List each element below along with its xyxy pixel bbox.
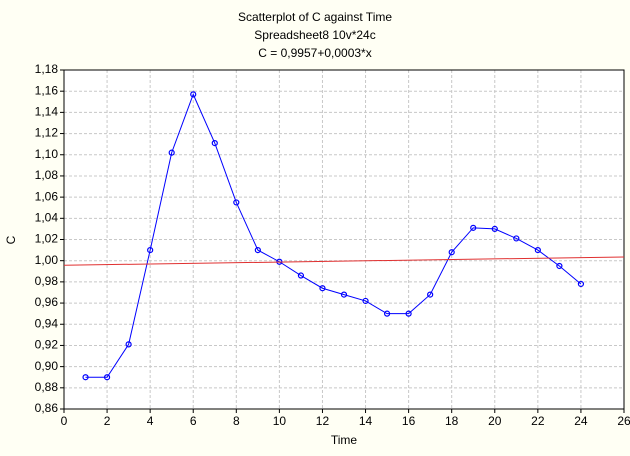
y-tick-label: 1,04 [35,210,59,224]
y-tick-label: 1,18 [35,62,59,76]
y-tick-label: 0,90 [35,359,59,373]
x-tick-label: 14 [359,414,373,428]
point [297,272,305,279]
x-tick-label: 24 [574,414,588,428]
chart-title: Scatterplot of C against Time [238,10,392,24]
y-tick-label: 1,10 [35,147,59,161]
y-tick-label: 1,06 [35,189,59,203]
x-tick-label: 6 [190,414,197,428]
y-tick-label: 1,14 [35,105,59,119]
y-tick-label: 1,02 [35,232,59,246]
point [513,235,520,242]
point [448,249,455,256]
y-tick-label: 0,96 [35,295,59,309]
point [254,246,261,254]
point [577,280,585,288]
point [383,310,391,317]
point [319,285,326,292]
x-tick-label: 12 [316,414,330,428]
point [556,262,563,270]
point [340,291,348,298]
chart-subtitle: Spreadsheet8 10v*24c [254,28,375,42]
point [362,297,369,305]
point [103,374,111,381]
y-tick-label: 0,92 [35,338,59,352]
point [427,291,434,298]
plot-frame [63,69,625,410]
x-tick-label: 20 [488,414,502,428]
y-tick-label: 0,94 [35,316,59,330]
y-tick-label: 1,08 [35,168,59,182]
x-tick-label: 26 [617,414,630,428]
series-line [63,256,625,266]
equation: C = 0,9957+0,0003*x [258,46,371,60]
y-tick-label: 1,12 [35,126,59,140]
y-tick-label: 0,88 [35,380,59,394]
y-tick-label: 1,16 [35,83,59,97]
x-tick-label: 18 [445,414,459,428]
point [147,246,154,254]
y-tick-label: 0,86 [35,401,59,415]
y-tick-label: 0,98 [35,274,59,288]
x-tick-label: 8 [233,414,240,428]
x-tick-label: 2 [104,414,111,428]
x-tick-label: 10 [273,414,287,428]
x-axis-label: Time [331,433,358,447]
point [125,341,132,348]
point [470,224,477,231]
x-tick-label: 4 [147,414,154,428]
series-line [85,93,582,378]
point [82,374,89,381]
point [211,139,218,147]
point [168,149,175,156]
point [190,91,197,98]
point [491,225,498,233]
y-axis-label: C [4,235,18,244]
point [405,310,412,317]
x-tick-label: 0 [61,414,68,428]
x-tick-label: 16 [402,414,416,428]
point [233,199,240,206]
y-tick-label: 1,00 [35,253,59,267]
point [534,246,541,254]
x-tick-label: 22 [531,414,545,428]
